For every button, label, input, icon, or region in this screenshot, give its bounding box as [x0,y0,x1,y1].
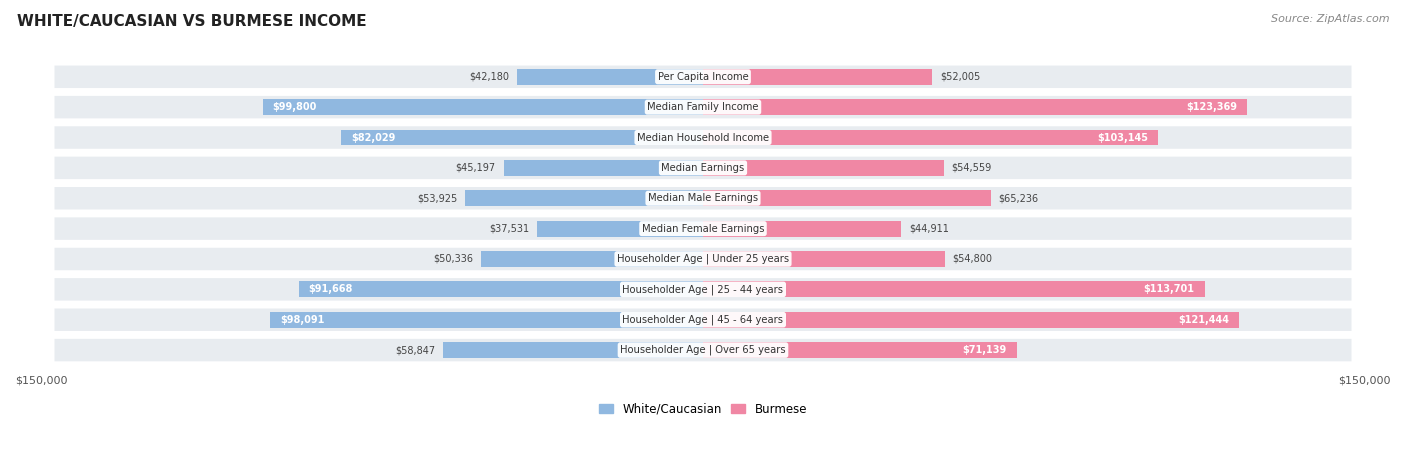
Text: $123,369: $123,369 [1187,102,1237,112]
Bar [703,130,1159,145]
Bar [342,130,703,145]
FancyBboxPatch shape [55,126,1351,149]
Text: Source: ZipAtlas.com: Source: ZipAtlas.com [1271,14,1389,24]
Bar [537,221,703,236]
Text: $82,029: $82,029 [352,133,395,142]
Text: Median Earnings: Median Earnings [661,163,745,173]
Text: $58,847: $58,847 [395,345,436,355]
Text: $121,444: $121,444 [1178,315,1229,325]
Text: Median Male Earnings: Median Male Earnings [648,193,758,203]
Bar [703,251,945,267]
Text: Median Female Earnings: Median Female Earnings [641,224,765,234]
Text: Median Family Income: Median Family Income [647,102,759,112]
Text: $103,145: $103,145 [1097,133,1149,142]
Bar [270,312,703,328]
Bar [703,69,932,85]
Bar [443,342,703,358]
Legend: White/Caucasian, Burmese: White/Caucasian, Burmese [593,398,813,420]
Text: $45,197: $45,197 [456,163,496,173]
Text: $98,091: $98,091 [280,315,325,325]
Bar [703,160,943,176]
FancyBboxPatch shape [55,339,1351,361]
Text: Householder Age | Under 25 years: Householder Age | Under 25 years [617,254,789,264]
Text: $37,531: $37,531 [489,224,530,234]
Bar [481,251,703,267]
Bar [503,160,703,176]
FancyBboxPatch shape [55,217,1351,240]
Text: $54,559: $54,559 [952,163,991,173]
Text: $52,005: $52,005 [941,72,980,82]
Text: $99,800: $99,800 [273,102,316,112]
Text: $54,800: $54,800 [953,254,993,264]
Bar [703,99,1247,115]
Text: $91,668: $91,668 [308,284,353,294]
Text: $71,139: $71,139 [963,345,1007,355]
FancyBboxPatch shape [55,248,1351,270]
Bar [703,221,901,236]
FancyBboxPatch shape [55,187,1351,210]
Text: Per Capita Income: Per Capita Income [658,72,748,82]
FancyBboxPatch shape [55,278,1351,301]
Text: $50,336: $50,336 [433,254,472,264]
Text: $44,911: $44,911 [910,224,949,234]
FancyBboxPatch shape [55,96,1351,118]
Bar [465,191,703,206]
Bar [703,282,1205,297]
Text: Householder Age | Over 65 years: Householder Age | Over 65 years [620,345,786,355]
Text: $53,925: $53,925 [418,193,457,203]
Text: $113,701: $113,701 [1143,284,1195,294]
FancyBboxPatch shape [55,309,1351,331]
Bar [517,69,703,85]
Bar [263,99,703,115]
Text: $65,236: $65,236 [998,193,1039,203]
Bar [298,282,703,297]
FancyBboxPatch shape [55,65,1351,88]
Text: Householder Age | 45 - 64 years: Householder Age | 45 - 64 years [623,314,783,325]
Bar [703,312,1239,328]
Bar [703,342,1017,358]
Text: WHITE/CAUCASIAN VS BURMESE INCOME: WHITE/CAUCASIAN VS BURMESE INCOME [17,14,367,29]
Bar [703,191,991,206]
Text: $42,180: $42,180 [470,72,509,82]
Text: Median Household Income: Median Household Income [637,133,769,142]
Text: Householder Age | 25 - 44 years: Householder Age | 25 - 44 years [623,284,783,295]
FancyBboxPatch shape [55,156,1351,179]
